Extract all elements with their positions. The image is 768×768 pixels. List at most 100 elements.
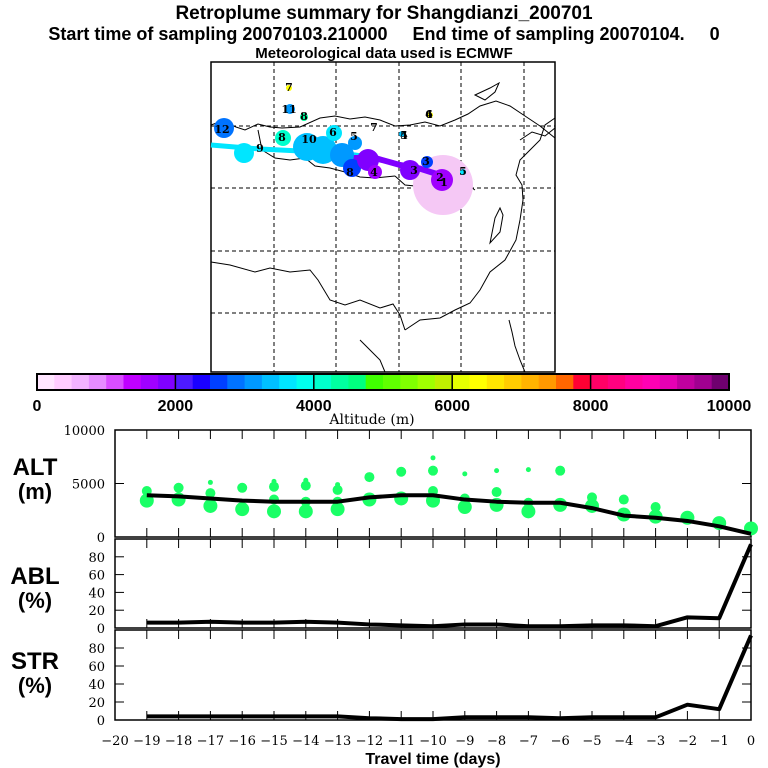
plume-day-label: 4: [400, 129, 408, 142]
colorbar-segment: [417, 374, 436, 390]
plume-circle: [285, 104, 295, 114]
x-tick-label: −17: [197, 734, 224, 749]
data-point: [332, 484, 343, 495]
y-tick-label: 80: [88, 642, 105, 657]
colorbar-segment: [261, 374, 280, 390]
map-frame: [210, 61, 556, 373]
y-tick-label: 80: [88, 551, 105, 566]
plume-circle: [275, 130, 291, 146]
x-tick-label: −7: [519, 734, 538, 749]
x-tick-label: −5: [582, 734, 601, 749]
plume-circle: [343, 159, 361, 177]
colorbar-segment: [123, 374, 142, 390]
panel-frame: [114, 538, 752, 629]
plume-day-label: 1: [440, 176, 448, 189]
colorbar-segment: [140, 374, 159, 390]
x-tick-label: −12: [356, 734, 383, 749]
x-tick-label: −3: [646, 734, 665, 749]
colorbar-segment: [469, 374, 488, 390]
plume-circle: [399, 131, 405, 137]
colorbar-segment: [210, 374, 228, 390]
x-tick-label: −11: [387, 734, 414, 749]
colorbar-segment: [158, 374, 176, 390]
colorbar-segment: [452, 374, 470, 390]
y-tick-label: 20: [88, 696, 105, 711]
x-tick-label: −1: [710, 734, 729, 749]
alt-label: ALT: [12, 454, 58, 481]
x-tick-label: −20: [101, 734, 128, 749]
data-point: [267, 504, 281, 519]
y-tick-label: 0: [97, 714, 105, 729]
x-tick-label: −6: [551, 734, 570, 749]
y-tick-label: 60: [88, 660, 105, 675]
data-point: [457, 500, 472, 515]
data-point: [269, 481, 279, 492]
colorbar-label: Altitude (m): [328, 412, 414, 428]
colorbar-segment: [227, 374, 246, 390]
plume-day-label: 7: [370, 121, 378, 134]
colorbar-tick-label: 4000: [296, 398, 332, 415]
data-point: [237, 482, 248, 493]
colorbar-segment: [365, 374, 384, 390]
colorbar-tick-label: 0: [33, 398, 42, 415]
colorbar-tick-label: 6000: [434, 398, 470, 415]
data-point: [525, 467, 531, 473]
plume-day-label: 4: [370, 166, 378, 179]
plume-day-label: 12: [214, 123, 229, 136]
colorbar-segment: [556, 374, 574, 390]
data-point: [330, 502, 345, 517]
plume-day-label: 5: [400, 129, 408, 142]
data-point: [205, 488, 216, 499]
sampling-time-line: Start time of sampling 20070103.210000 E…: [48, 24, 720, 44]
plume-circle: [368, 165, 382, 179]
data-point: [207, 479, 213, 485]
colorbar-segment: [88, 374, 107, 390]
abl-panel-label: ABL (%): [5, 565, 65, 613]
colorbar-segment: [296, 374, 315, 390]
colorbar-segment: [348, 374, 367, 390]
colorbar-segment: [434, 374, 453, 390]
y-tick-label: 60: [88, 569, 105, 584]
plume-day-label: 5: [350, 130, 358, 143]
met-data-line: Meteorological data used is ECMWF: [255, 45, 513, 62]
abl-unit: (%): [17, 588, 53, 613]
str-panel-label: STR (%): [5, 650, 65, 698]
abl-label: ABL: [10, 563, 60, 590]
colorbar-segment: [37, 374, 55, 390]
plume-circle: [326, 125, 342, 141]
data-point: [300, 480, 311, 491]
data-point: [428, 465, 438, 476]
y-tick-label: 40: [88, 678, 105, 693]
plume-day-label: 2: [436, 171, 444, 184]
altitude-colorbar: [36, 373, 730, 391]
plume-circle: [427, 112, 433, 118]
x-tick-label: −16: [228, 734, 255, 749]
colorbar-segment: [694, 374, 713, 390]
colorbar-segment: [521, 374, 540, 390]
panel-alt: 0 5000 10000: [64, 424, 758, 546]
series-line: [146, 634, 753, 722]
alt-panel-label: ALT (m): [5, 456, 65, 504]
plume-day-label: 6: [425, 108, 433, 121]
colorbar-segment: [313, 374, 332, 390]
plume-day-label: 8: [300, 110, 308, 123]
plume-circle: [234, 143, 254, 163]
x-tick-label: −9: [455, 734, 474, 749]
colorbar-segment: [71, 374, 90, 390]
plume-day-label: 6: [329, 126, 337, 139]
str-unit: (%): [17, 673, 53, 698]
data-point: [462, 471, 468, 477]
colorbar-segment: [244, 374, 263, 390]
colorbar-segment: [383, 374, 401, 390]
plume-circle: [348, 136, 362, 150]
colorbar-tick-label: 2000: [158, 398, 194, 415]
colorbar-segment: [590, 374, 609, 390]
data-point: [396, 466, 407, 477]
x-tick-label: −4: [614, 734, 633, 749]
data-point: [364, 472, 375, 483]
x-tick-label: −14: [292, 734, 319, 749]
x-tick-label: −19: [133, 734, 160, 749]
colorbar-segment: [175, 374, 194, 390]
